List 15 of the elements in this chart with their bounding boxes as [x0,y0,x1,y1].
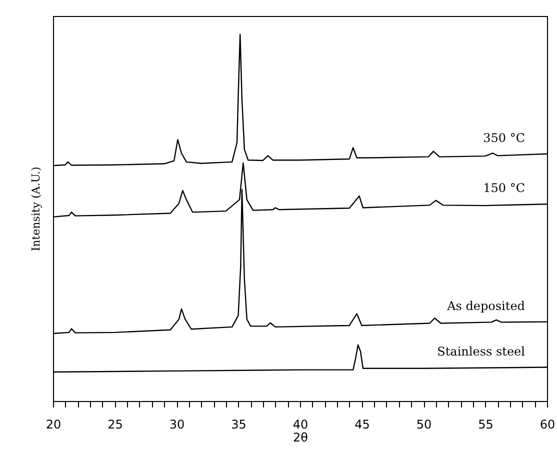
x-axis-title: 2θ [293,430,308,444]
series-label: Stainless steel [437,344,526,358]
x-tick-label: 60 [540,418,556,432]
x-tick-label: 45 [354,418,370,432]
series-label: 350 °C [483,130,525,145]
series-label: As deposited [446,298,526,313]
x-tick-label: 30 [169,418,185,432]
x-tick-label: 55 [478,418,494,432]
x-tick-label: 20 [46,418,62,432]
x-tick-label: 35 [231,418,246,432]
y-axis-title: Intensity (A.U.) [30,166,42,252]
x-tick-label: 40 [292,418,308,432]
x-tick-label: 50 [416,418,432,432]
series-label: 150 °C [483,181,525,196]
x-tick-label: 25 [108,418,123,432]
